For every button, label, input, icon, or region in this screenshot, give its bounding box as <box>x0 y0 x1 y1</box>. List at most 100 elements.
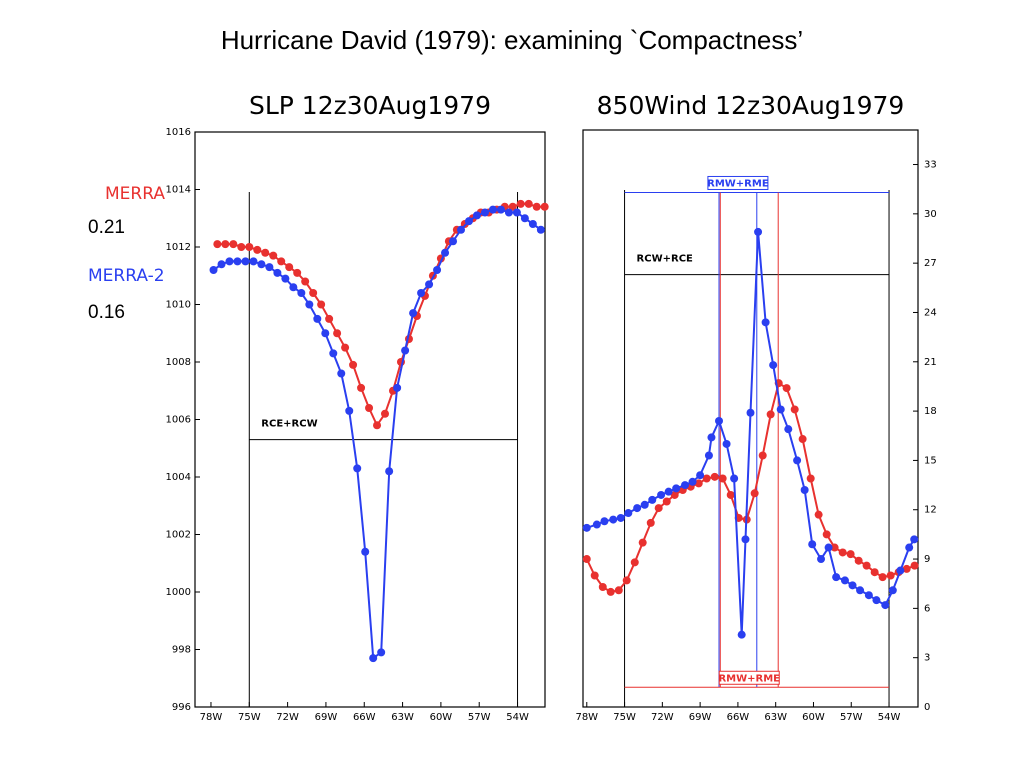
y-tick-label: 1006 <box>166 415 191 426</box>
point <box>285 263 294 272</box>
point <box>329 349 338 358</box>
point <box>325 314 334 323</box>
point <box>657 490 666 499</box>
point <box>582 523 591 532</box>
x-tick-label: 60W <box>802 712 825 723</box>
point <box>540 202 549 211</box>
point <box>609 515 618 524</box>
x-tick-label: 63W <box>391 712 414 723</box>
point <box>864 591 873 600</box>
point <box>910 561 919 570</box>
point <box>536 225 545 234</box>
slide-title: Hurricane David (1979): examining `Compa… <box>221 25 803 55</box>
point <box>582 555 591 564</box>
point <box>261 248 270 257</box>
point <box>441 248 450 257</box>
y-tick-label: 996 <box>172 702 191 713</box>
point <box>662 497 671 506</box>
point <box>409 309 418 318</box>
y-tick-label: 1010 <box>166 300 191 311</box>
point <box>313 314 322 323</box>
point <box>878 573 887 582</box>
y-tick-label: 1014 <box>166 185 191 196</box>
x-tick-label: 63W <box>764 712 787 723</box>
y-tick-label: 1000 <box>166 587 191 598</box>
point <box>217 260 226 269</box>
x-tick-label: 69W <box>315 712 338 723</box>
point <box>361 547 370 556</box>
y-tick-label: 18 <box>924 406 937 417</box>
point <box>516 199 525 208</box>
point <box>718 474 727 483</box>
point <box>814 510 823 519</box>
point <box>305 300 314 309</box>
point <box>694 479 703 488</box>
point <box>265 263 274 272</box>
point <box>696 471 705 480</box>
point <box>592 520 601 529</box>
point <box>886 571 895 580</box>
point <box>707 433 716 442</box>
legend-value: 0.16 <box>88 302 125 323</box>
y-tick-label: 998 <box>172 645 191 656</box>
point <box>221 240 230 249</box>
point <box>532 202 541 211</box>
point <box>806 474 815 483</box>
point <box>822 530 831 539</box>
annotation-label: RMW+RME <box>718 673 780 684</box>
point <box>672 484 681 493</box>
point <box>321 329 330 338</box>
point <box>840 576 849 585</box>
plot-frame <box>582 129 919 708</box>
point <box>225 257 234 266</box>
point <box>872 596 881 605</box>
point <box>209 266 218 274</box>
point <box>293 268 302 277</box>
point <box>730 474 739 483</box>
point <box>784 425 793 434</box>
point <box>241 257 250 266</box>
x-tick-label: 66W <box>353 712 376 723</box>
point <box>638 538 647 547</box>
point <box>257 260 266 269</box>
point <box>622 576 631 585</box>
point <box>782 384 791 393</box>
point <box>888 586 897 595</box>
point <box>648 495 657 504</box>
y-tick-label: 33 <box>924 160 937 171</box>
point <box>528 220 537 228</box>
point <box>381 409 390 418</box>
point <box>357 383 366 392</box>
point <box>309 289 318 297</box>
x-tick-label: 75W <box>613 712 636 723</box>
point <box>237 243 246 251</box>
point <box>393 383 402 392</box>
point <box>297 289 306 297</box>
y-tick-label: 24 <box>924 307 937 318</box>
point <box>737 630 746 639</box>
point <box>273 268 282 277</box>
point <box>761 318 770 327</box>
point <box>614 586 623 595</box>
point <box>754 227 763 236</box>
point <box>345 406 354 415</box>
point <box>401 346 410 355</box>
point <box>830 543 839 552</box>
point <box>472 211 481 220</box>
point <box>249 257 258 266</box>
legend-name: MERRA <box>105 184 165 204</box>
point <box>520 214 529 223</box>
legend-value: 0.21 <box>88 217 125 238</box>
y-tick-label: 1012 <box>166 242 191 253</box>
point <box>681 481 690 490</box>
point <box>817 555 826 564</box>
point <box>337 369 346 378</box>
point <box>741 535 750 544</box>
annotation-box <box>707 175 769 190</box>
y-tick-label: 15 <box>924 455 937 466</box>
chart-title: 850Wind 12z30Aug1979 <box>597 91 905 120</box>
x-tick-label: 54W <box>506 712 529 723</box>
x-tick-label: 72W <box>651 712 674 723</box>
point <box>646 518 655 527</box>
point <box>449 237 458 246</box>
